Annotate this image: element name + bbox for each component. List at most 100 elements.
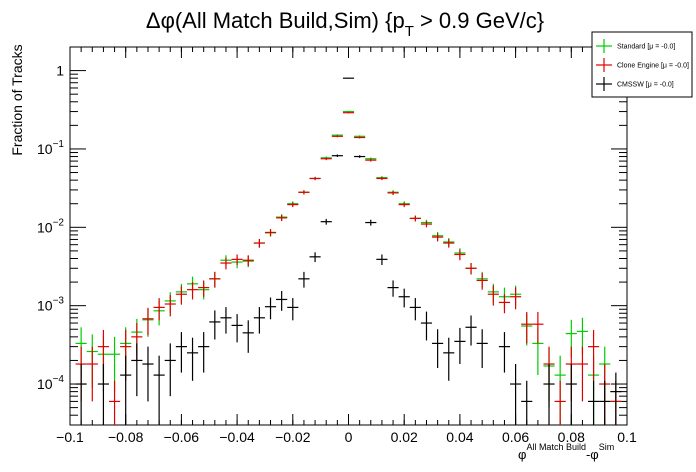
legend-entry: Clone Engine [μ = -0.0] (596, 58, 689, 72)
y-tick-label: 10−3 (37, 296, 64, 314)
y-tick-label: 1 (56, 63, 64, 79)
series-cmssw (75, 77, 622, 425)
x-axis-label-sup-1: All Match Build (526, 442, 586, 452)
data-point (521, 380, 533, 425)
x-tick-label: −0.02 (275, 429, 311, 445)
data-point (376, 254, 388, 266)
data-point (476, 329, 488, 369)
data-point (588, 380, 600, 425)
series-standard (75, 110, 622, 425)
data-point (543, 364, 555, 425)
legend: Standard [μ = -0.0] Clone Engine [μ = -0.… (591, 31, 693, 98)
x-tick-label: 0 (345, 429, 353, 445)
data-point (454, 249, 466, 261)
chart-title-subscript: T (405, 23, 414, 40)
data-point (420, 311, 433, 341)
data-point (599, 380, 611, 425)
x-tick-label: 0.04 (446, 429, 473, 445)
data-point (242, 255, 254, 267)
data-point (164, 343, 176, 397)
data-point (331, 135, 343, 138)
y-axis-label: Fraction of Tracks (9, 44, 25, 155)
data-point (376, 176, 388, 181)
data-point (264, 229, 277, 237)
data-point (276, 290, 288, 311)
data-point (476, 273, 488, 290)
data-point (387, 280, 399, 297)
data-points (75, 77, 622, 425)
data-point (588, 329, 600, 381)
data-point (565, 364, 577, 425)
data-point (342, 77, 355, 79)
data-point (175, 286, 187, 305)
data-point (253, 307, 265, 334)
data-point (554, 380, 566, 425)
y-tick-label: 10−2 (37, 217, 64, 235)
data-point (432, 233, 444, 242)
data-point (186, 337, 199, 381)
data-point (142, 346, 154, 402)
x-axis-label-phi-2: -φ (586, 447, 599, 462)
data-point (420, 221, 433, 228)
x-tick-label: 0.06 (502, 429, 529, 445)
data-point (354, 136, 366, 139)
data-point (153, 355, 165, 425)
data-point (253, 238, 265, 248)
x-tick-label: 0.02 (391, 429, 418, 445)
legend-entry: Standard [μ = -0.0] (596, 39, 675, 53)
data-point (97, 364, 109, 425)
data-point (521, 312, 533, 344)
legend-label: CMSSW [μ = -0.0] (617, 82, 674, 89)
data-point (186, 282, 199, 300)
x-tick-label: −0.06 (164, 429, 200, 445)
data-point (175, 332, 187, 373)
series-clone-engine (75, 112, 622, 425)
data-point (264, 297, 277, 320)
data-point (198, 280, 210, 297)
data-point (86, 346, 98, 402)
data-point (576, 346, 589, 402)
data-point (142, 307, 154, 336)
data-point (320, 218, 332, 225)
chart-title-tail: > 0.9 GeV/c} (414, 8, 544, 33)
x-tick-label: 0.1 (617, 429, 637, 445)
data-point (432, 329, 444, 369)
data-point (287, 298, 299, 321)
data-point (465, 315, 477, 346)
data-point (498, 294, 511, 314)
data-point (287, 202, 299, 208)
legend-entry: CMSSW [μ = -0.0] (596, 77, 674, 91)
data-point (487, 285, 499, 306)
data-point (532, 312, 544, 344)
data-point (153, 298, 165, 321)
data-point (231, 314, 243, 343)
x-tick-label: −0.1 (56, 429, 84, 445)
data-point (510, 364, 522, 425)
x-tick-label: −0.04 (219, 429, 255, 445)
data-point (75, 364, 87, 425)
data-point (365, 219, 377, 226)
data-point (120, 355, 132, 425)
data-point (242, 320, 254, 353)
data-point (298, 271, 310, 288)
data-point (331, 154, 343, 157)
data-point (443, 337, 455, 381)
legend-label: Standard [μ = -0.0] (617, 44, 675, 51)
data-point (298, 190, 310, 195)
x-tick-label: 0.08 (558, 429, 585, 445)
data-point (498, 332, 511, 373)
data-point (465, 263, 477, 275)
data-point (365, 158, 377, 162)
plot-frame (69, 46, 628, 426)
axes: −0.1 −0.08 −0.06 −0.04 −0.02 0 0.02 0.04 0.06 0.0… (37, 46, 637, 445)
data-point (320, 157, 332, 161)
data-point (198, 332, 210, 373)
x-tick-label: −0.08 (108, 429, 144, 445)
y-tick-label: 10−1 (37, 139, 64, 157)
data-point (510, 287, 522, 310)
data-point (209, 271, 221, 288)
data-point (409, 215, 421, 222)
data-point (309, 252, 321, 263)
data-point (398, 202, 410, 208)
